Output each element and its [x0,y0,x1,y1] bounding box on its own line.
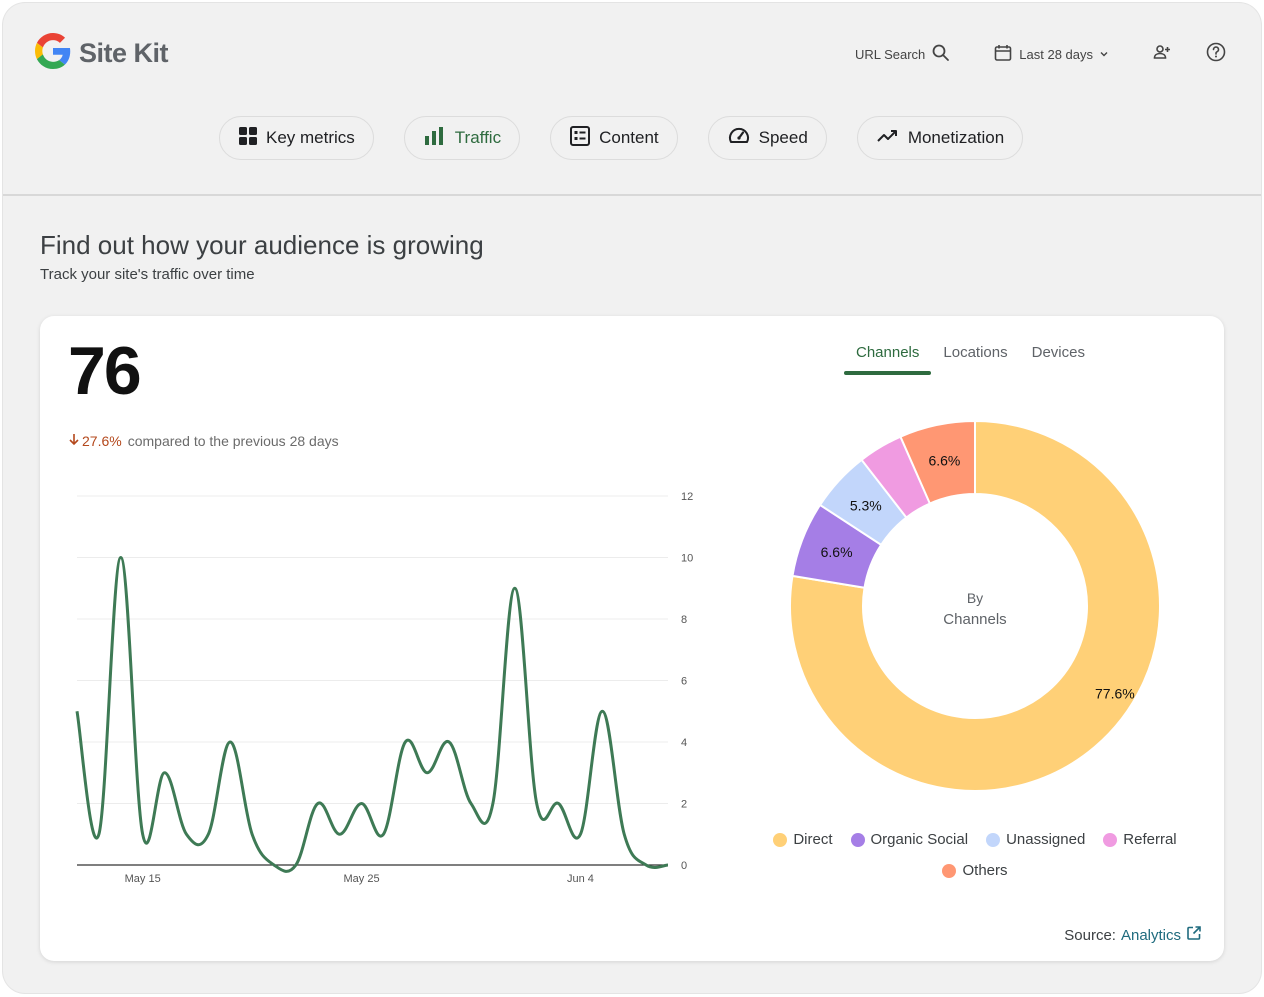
header: Site Kit URL Search Last 28 days [3,3,1261,195]
y-tick-label: 12 [681,491,693,503]
site-kit-logo[interactable]: Site Kit [35,33,169,74]
url-search-button[interactable]: URL Search [855,41,951,67]
change-indicator: 27.6% compared to the previous 28 days [68,432,339,449]
source-prefix: Source: [1064,926,1116,944]
chip-label: Content [599,128,659,147]
donut-center-line2: Channels [943,611,1006,628]
chip-label: Monetization [907,128,1005,147]
chip-content[interactable]: Content [550,116,678,160]
chip-label: Speed [758,128,808,147]
legend-label: Referral [1123,831,1177,848]
app-name: Site Kit [79,38,169,68]
tab-devices[interactable]: Devices [1031,344,1085,361]
legend-label: Others [962,862,1008,879]
date-range-selector[interactable]: Last 28 days [993,41,1109,67]
legend-item-unassigned[interactable]: Unassigned [986,831,1085,848]
traffic-line-chart: 0 2 4 6 8 10 12 May 15 May 25 Jun 4 [75,491,693,885]
tab-channels[interactable]: Channels [844,340,932,375]
nav-chips: Key metrics Traffic Content Speed [219,116,1024,160]
legend-label: Organic Social [870,831,969,848]
x-tick-label: May 15 [125,873,161,885]
breakdown-tabs: Channels Locations Devices [844,340,1097,375]
help-button[interactable] [1199,41,1233,67]
donut-legend: Direct Organic Social Unassigned Referra… [740,831,1210,879]
y-tick-label: 10 [681,553,693,565]
slice-direct[interactable] [789,419,1161,792]
help-icon [1205,41,1227,68]
add-user-icon [1152,42,1172,67]
date-range-label: Last 28 days [1019,46,1093,62]
legend-swatch [773,832,788,847]
section-subtitle: Track your site's traffic over time [40,266,255,283]
x-tick-label: May 25 [344,873,380,885]
chip-key-metrics[interactable]: Key metrics [219,116,374,160]
legend-swatch [850,832,865,847]
y-tick-label: 8 [681,614,687,626]
calendar-icon [993,43,1013,66]
chevron-down-icon [1099,47,1109,62]
y-tick-label: 6 [681,676,687,688]
chip-label: Traffic [454,128,502,147]
change-percent: 27.6% [82,432,122,449]
slice-label: 6.6% [821,544,853,560]
legend-item-organic-social[interactable]: Organic Social [850,831,969,848]
chip-monetization[interactable]: Monetization [856,116,1024,160]
y-tick-label: 4 [681,737,687,749]
chip-label: Key metrics [266,128,355,147]
tab-locations[interactable]: Locations [943,344,1008,361]
chip-speed[interactable]: Speed [707,116,827,160]
bar-chart-icon [423,126,447,151]
toolbar: URL Search Last 28 days [855,41,1233,67]
source-attribution: Source: Analytics [1064,925,1202,945]
slice-others[interactable] [899,419,976,505]
google-g-icon [35,33,71,74]
search-icon [931,43,951,66]
header-divider [3,194,1261,196]
traffic-card: 76 27.6% compared to the previous 28 day… [40,316,1224,961]
legend-item-others[interactable]: Others [942,862,1008,879]
legend-label: Unassigned [1006,831,1086,848]
legend-swatch [1103,832,1118,847]
legend-item-referral[interactable]: Referral [1103,831,1177,848]
external-link-icon[interactable] [1186,925,1202,945]
add-user-button[interactable] [1145,41,1179,67]
traffic-series-line [75,556,669,873]
y-tick-label: 2 [681,799,687,811]
chip-traffic[interactable]: Traffic [403,116,521,160]
donut-center-line1: By [967,590,983,606]
arrow-down-icon [68,432,80,449]
legend-swatch [986,832,1001,847]
legend-label: Direct [793,831,833,848]
slice-label: 5.3% [850,497,882,513]
slice-label: 77.6% [1095,686,1135,702]
analytics-link[interactable]: Analytics [1120,926,1181,944]
y-tick-label: 0 [681,860,687,872]
section-title: Find out how your audience is growing [40,230,484,260]
slice-label: 6.6% [928,453,960,469]
channels-donut-chart: 77.6% 6.6% 5.3% 6.6% By Channels [789,419,1161,792]
legend-swatch [942,863,957,878]
change-text: compared to the previous 28 days [127,432,339,449]
legend-item-direct[interactable]: Direct [773,831,833,848]
total-visitors-value: 76 [68,333,142,409]
content-icon [569,125,591,152]
speedometer-icon [727,125,751,152]
grid-icon [238,126,258,151]
url-search-label: URL Search [854,46,926,62]
site-kit-window: Site Kit URL Search Last 28 days [3,3,1261,993]
trending-up-icon [876,126,900,151]
x-tick-label: Jun 4 [567,873,594,885]
